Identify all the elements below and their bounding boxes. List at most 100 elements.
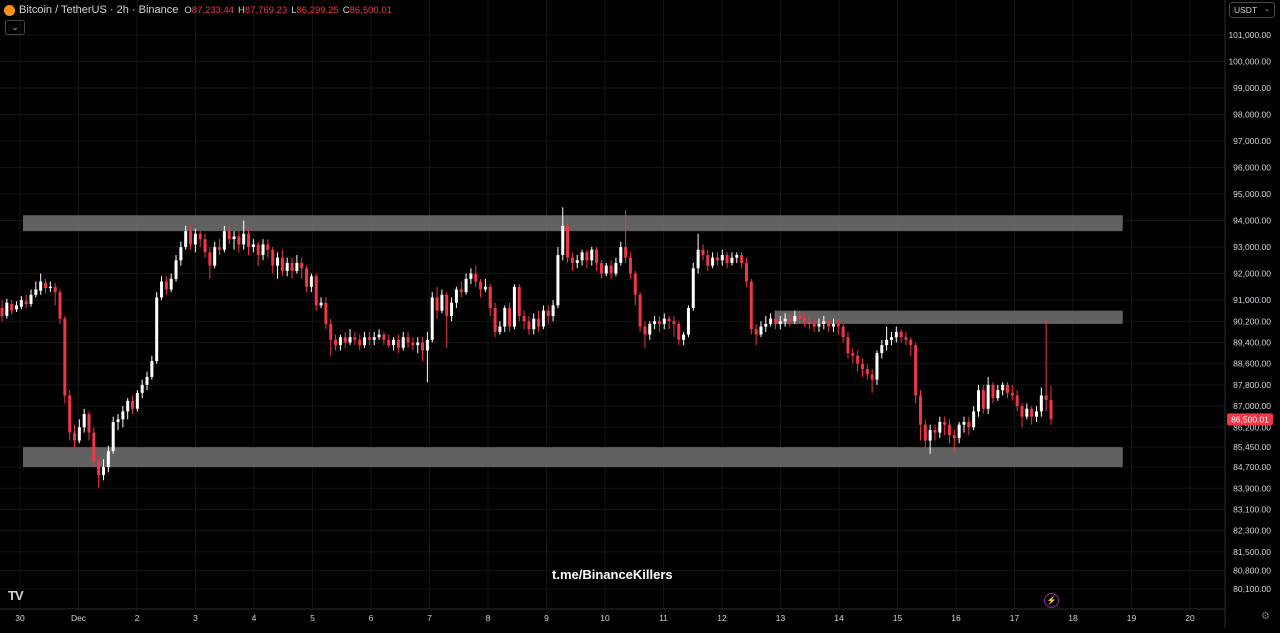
- candle-body: [846, 337, 850, 354]
- candle-body: [87, 414, 91, 433]
- candle-body: [570, 257, 574, 263]
- candle-body: [411, 342, 415, 346]
- candle-body: [556, 255, 560, 306]
- candle-body: [290, 262, 294, 271]
- x-tick-label: 17: [1010, 613, 1020, 623]
- candle-body: [885, 339, 889, 346]
- candle-body: [251, 244, 255, 248]
- candle-body: [1044, 395, 1048, 400]
- y-tick-label: 90,200.00: [1233, 316, 1271, 326]
- candle-body: [561, 225, 565, 256]
- support-resistance-zones: [22, 215, 1123, 468]
- candle-body: [609, 265, 613, 274]
- candle-body: [338, 337, 342, 346]
- candle-body: [498, 326, 502, 332]
- candle-body: [788, 318, 792, 322]
- candle-body: [928, 429, 932, 441]
- candle-body: [488, 286, 492, 309]
- candle-body: [783, 318, 787, 322]
- candle-body: [367, 337, 371, 340]
- candle-body: [889, 337, 893, 340]
- candle-body: [179, 247, 183, 261]
- candle-body: [155, 297, 159, 362]
- candle-body: [464, 278, 468, 293]
- candle-body: [135, 392, 139, 409]
- candle-body: [126, 400, 130, 412]
- candle-body: [121, 411, 125, 420]
- candle-body: [725, 255, 729, 263]
- candle-body: [82, 414, 86, 428]
- candle-body: [15, 305, 19, 310]
- candle-body: [740, 255, 744, 263]
- gear-icon[interactable]: ⚙: [1261, 611, 1270, 622]
- candle-body: [856, 355, 860, 364]
- candle-body: [793, 315, 797, 322]
- candle-body: [77, 427, 81, 441]
- price-zone: [774, 310, 1123, 324]
- x-tick-label: 5: [310, 613, 315, 623]
- y-tick-label: 93,000.00: [1233, 242, 1271, 252]
- candle-body: [817, 323, 821, 327]
- candle-body: [667, 318, 671, 322]
- candle-body: [469, 273, 473, 279]
- candle-body: [483, 286, 487, 290]
- candle-body: [991, 384, 995, 399]
- candle-body: [19, 300, 23, 307]
- lightning-icon[interactable]: ⚡: [1044, 593, 1059, 608]
- candle-body: [938, 422, 942, 433]
- y-tick-label: 92,000.00: [1233, 269, 1271, 279]
- candle-body: [266, 244, 270, 250]
- candle-body: [599, 262, 603, 274]
- y-tick-label: 91,000.00: [1233, 295, 1271, 305]
- candle-body: [503, 308, 507, 327]
- candle-body: [976, 390, 980, 412]
- x-tick-label: 30: [15, 613, 25, 623]
- candle-body: [512, 286, 516, 327]
- x-tick-label: 4: [252, 613, 257, 623]
- ohlc-close: C86,500.01: [342, 4, 392, 16]
- candle-body: [1039, 395, 1043, 412]
- currency-selector[interactable]: USDT ⌄: [1229, 2, 1275, 18]
- candle-body: [701, 249, 705, 256]
- candle-body: [10, 304, 14, 311]
- candle-body: [358, 339, 362, 346]
- candle-body: [1034, 411, 1038, 417]
- y-axis: 101,000.00 100,000.00 99,000.00 98,000.00 97…: [1228, 30, 1271, 594]
- candle-body: [44, 282, 48, 289]
- candle-body: [305, 268, 309, 287]
- tradingview-logo-icon[interactable]: TV: [8, 588, 24, 603]
- candle-body: [160, 281, 164, 298]
- candle-body: [232, 236, 236, 240]
- x-tick-label: 6: [369, 613, 374, 623]
- candle-body: [918, 395, 922, 425]
- candle-body: [957, 424, 961, 438]
- x-tick-label: 7: [427, 613, 432, 623]
- candle-body: [527, 321, 531, 330]
- ohlc-open: O87,233.44: [184, 4, 235, 16]
- candle-body: [406, 337, 410, 343]
- y-tick-label: 85,450.00: [1233, 442, 1271, 452]
- chevron-down-icon: ⌄: [11, 22, 19, 32]
- candle-body: [541, 310, 545, 327]
- candle-body: [860, 363, 864, 369]
- symbol-header[interactable]: Bitcoin / TetherUS · 2h · Binance O87,23…: [4, 2, 396, 18]
- candle-body: [909, 339, 913, 346]
- collapse-legend-button[interactable]: ⌄: [5, 20, 25, 35]
- candle-body: [624, 247, 628, 258]
- candle-body: [164, 281, 168, 290]
- last-price-badge: [1227, 413, 1273, 426]
- axes: [0, 0, 1226, 628]
- candle-body: [831, 323, 835, 327]
- candle-body: [1015, 395, 1019, 407]
- candle-body: [150, 361, 154, 377]
- candle-body: [416, 342, 420, 346]
- candle-body: [24, 301, 28, 305]
- candle-body: [285, 262, 289, 271]
- y-tick-label: 95,000.00: [1233, 189, 1271, 199]
- x-tick-label: Dec: [71, 613, 87, 623]
- candle-body: [73, 432, 77, 441]
- candle-body: [643, 326, 647, 335]
- candle-body: [865, 368, 869, 375]
